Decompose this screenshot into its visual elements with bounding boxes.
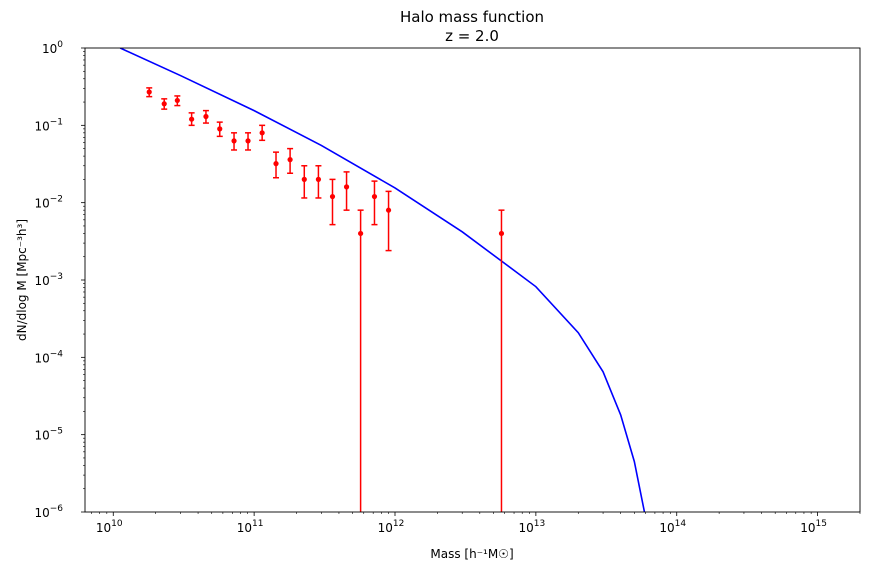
chart-subtitle: z = 2.0 [445,27,499,45]
data-point [301,176,307,182]
data-point [385,207,392,213]
data-layer [119,48,646,512]
plot-area: 1010 1011 1012 1013 1014 1015 10−6 10−5 10−4 10−3… [34,40,861,535]
axes-frame [84,47,861,513]
x-tick-label: 1014 [659,519,686,535]
y-tick-label: 10−4 [34,349,63,365]
data-point [161,101,167,107]
data-point [189,116,195,122]
data-point [217,126,223,132]
data-point [203,113,209,120]
x-tick-label: 1015 [800,519,827,535]
model-curve [119,48,646,512]
data-point [315,176,322,182]
data-point [245,138,251,144]
chart-title: Halo mass function [400,8,544,26]
x-tick-label: 1011 [237,519,264,535]
y-tick-label: 10−3 [34,272,63,288]
data-point [287,157,293,163]
data-point [329,193,336,200]
x-axis-label: Mass [h⁻¹M☉] [430,547,513,561]
y-tick-label: 10−5 [34,427,63,443]
data-point [231,138,237,144]
y-tick-label: 10−2 [34,195,63,211]
data-point [358,230,364,237]
data-point [146,89,152,95]
y-tick-label: 10−6 [34,504,63,520]
data-point [174,97,180,104]
data-point [343,184,350,190]
y-axis-label: dN/dlog M [Mpc⁻³h³] [15,219,29,341]
data-point [273,161,279,167]
y-tick-label: 100 [42,40,63,56]
data-point [259,130,265,136]
y-tick-label: 10−1 [34,117,63,133]
x-tick-label: 1013 [518,519,545,535]
x-tick-label: 1010 [96,519,123,535]
x-tick-label: 1012 [378,519,405,535]
data-point [498,230,505,237]
data-point [371,193,378,200]
